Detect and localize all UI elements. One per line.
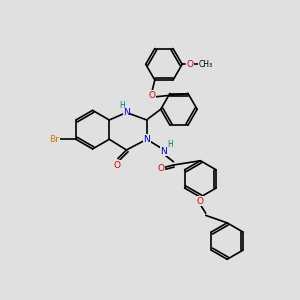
- Text: CH₃: CH₃: [199, 60, 213, 69]
- Text: O: O: [197, 197, 204, 206]
- Text: N: N: [143, 135, 150, 144]
- Text: N: N: [160, 147, 167, 156]
- Text: N: N: [123, 108, 130, 117]
- Text: O: O: [157, 164, 164, 173]
- Text: H: H: [119, 100, 125, 109]
- Text: Br: Br: [50, 135, 59, 144]
- Text: O: O: [186, 60, 193, 69]
- Text: H: H: [167, 140, 173, 149]
- Text: O: O: [148, 91, 155, 100]
- Text: O: O: [113, 160, 120, 169]
